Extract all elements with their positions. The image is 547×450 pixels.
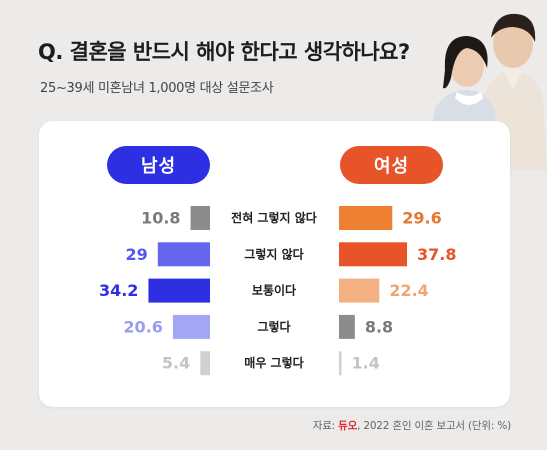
category-label: 그렇지 않다 (244, 246, 303, 261)
female-value-label: 37.8 (417, 245, 456, 264)
female-value-label: 29.6 (402, 209, 441, 228)
category-label: 보통이다 (252, 283, 296, 298)
male-value-label: 20.6 (123, 317, 162, 336)
male-value-label: 34.2 (99, 281, 138, 300)
male-value-label: 29 (126, 245, 148, 264)
female-value-label: 1.4 (352, 354, 380, 373)
source-prefix: 자료: (312, 420, 339, 432)
duo-logo: 듀오 (338, 420, 358, 432)
female-bar (339, 242, 408, 267)
male-value-label: 5.4 (162, 354, 190, 373)
category-label: 매우 그렇다 (244, 355, 303, 370)
male-value-label: 10.8 (141, 209, 180, 228)
female-value-label: 22.4 (389, 281, 428, 300)
male-bar (200, 351, 210, 376)
source-suffix: , 2022 혼인 이혼 보고서 (단위: %) (357, 420, 511, 432)
page-subtitle: 25~39세 미혼남녀 1,000명 대상 설문조사 (40, 81, 274, 96)
male-bar (190, 206, 210, 230)
female-bar (339, 351, 342, 376)
male-bar (172, 314, 210, 339)
male-bar (157, 242, 210, 267)
female-bar (339, 314, 355, 339)
category-label: 전혀 그렇지 않다 (231, 210, 317, 225)
female-bar (339, 206, 393, 230)
female-bar (339, 278, 380, 303)
category-label: 그렇다 (257, 319, 290, 334)
page-title: Q. 결혼을 반드시 해야 한다고 생각하나요? (38, 40, 410, 64)
legend-male-pill: 남성 (107, 146, 210, 184)
male-bar (148, 278, 210, 303)
source-note: 자료: 듀오, 2022 혼인 이혼 보고서 (단위: %) (313, 418, 511, 433)
female-value-label: 8.8 (365, 317, 393, 336)
legend-female-pill: 여성 (340, 146, 443, 184)
